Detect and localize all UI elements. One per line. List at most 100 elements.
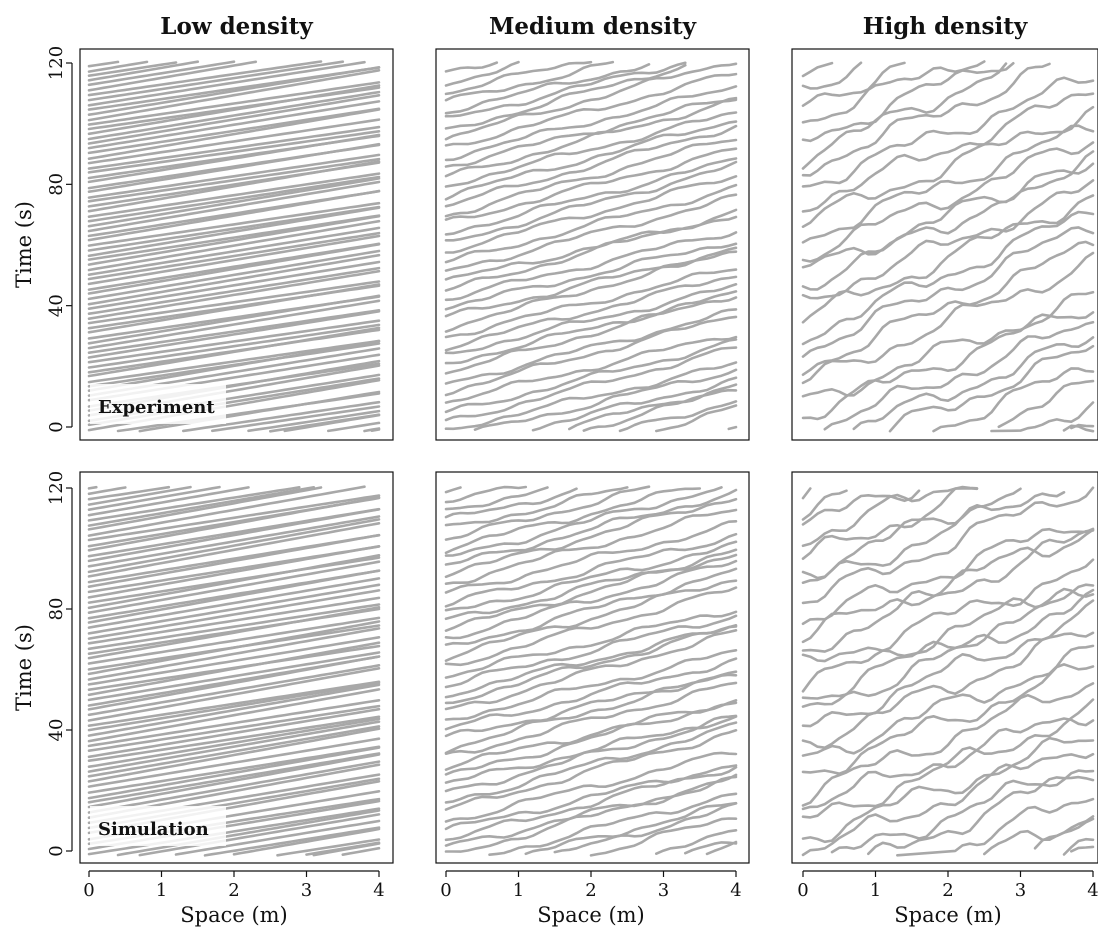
- trajectory: [801, 489, 848, 521]
- trajectory: [473, 368, 738, 431]
- trajectory: [444, 315, 738, 397]
- trajectory: [444, 338, 738, 414]
- trajectory: [87, 753, 381, 809]
- trajectory: [87, 522, 381, 578]
- trajectory: [801, 528, 1095, 644]
- trajectory: [444, 157, 738, 236]
- trajectory: [444, 175, 738, 254]
- trajectories: [444, 60, 738, 433]
- y-axis: 0 40 80 120 Time (s): [12, 46, 73, 433]
- trajectory: [87, 339, 381, 384]
- trajectory: [87, 486, 316, 527]
- trajectory: [87, 94, 381, 145]
- trajectory: [852, 336, 1095, 431]
- trajectory: [531, 376, 738, 432]
- trajectory: [801, 251, 1095, 385]
- trajectory: [444, 629, 738, 711]
- trajectory: [932, 367, 1095, 433]
- trajectory: [444, 63, 651, 115]
- trajectory: [801, 558, 1095, 663]
- trajectory: [801, 62, 1008, 170]
- trajectory: [444, 699, 738, 776]
- trajectory: [87, 100, 381, 150]
- trajectory: [87, 60, 149, 73]
- trajectory: [87, 496, 381, 548]
- trajectory: [87, 280, 381, 325]
- trajectory: [444, 486, 629, 527]
- trajectory: [444, 670, 738, 738]
- trajectory: [87, 310, 381, 359]
- trajectory: [87, 249, 381, 301]
- trajectory: [87, 143, 381, 190]
- trajectory: [87, 60, 323, 97]
- trajectory: [444, 701, 738, 771]
- trajectory: [87, 323, 381, 369]
- y-tick-label: 120: [46, 471, 67, 505]
- trajectory: [247, 409, 381, 433]
- panel-r2-c1: Simulation 0 40 80 120 Time (s) 0 1 2 3 4 Space (m): [12, 471, 394, 927]
- trajectory: [801, 487, 812, 500]
- panel-r1-c2: [435, 48, 750, 441]
- trajectory: [896, 797, 1095, 857]
- trajectory: [87, 60, 366, 107]
- panel-frame: [791, 48, 1098, 441]
- x-tick-label: 0: [83, 880, 94, 901]
- trajectory: [87, 86, 381, 131]
- x-tick-label: 1: [870, 880, 881, 901]
- trajectory: [444, 215, 738, 281]
- trajectory: [87, 486, 323, 531]
- trajectory: [87, 180, 381, 233]
- trajectory: [211, 405, 381, 433]
- trajectory: [444, 487, 702, 555]
- trajectory: [444, 625, 738, 699]
- trajectory: [444, 614, 738, 689]
- trajectory: [174, 819, 381, 856]
- trajectory: [589, 817, 738, 857]
- x-tick-label: 2: [585, 880, 596, 901]
- trajectory: [276, 838, 381, 857]
- trajectory: [444, 72, 738, 147]
- trajectory: [727, 425, 738, 431]
- trajectory: [87, 284, 381, 330]
- x-tick-label: 2: [942, 880, 953, 901]
- panel-r2-c2: 0 1 2 3 4 Space (m): [435, 471, 750, 927]
- column-title-1: Low density: [160, 13, 313, 40]
- panel-label-background: [90, 384, 226, 424]
- x-tick-label: 2: [228, 880, 239, 901]
- panel-r1-c1: Experiment 0 40 80 120 Time (s): [12, 46, 394, 441]
- trajectory: [444, 548, 738, 621]
- trajectory: [305, 841, 381, 856]
- panel-label: Experiment: [98, 397, 215, 418]
- trajectory: [87, 720, 381, 773]
- trajectory: [87, 518, 381, 574]
- trajectory: [87, 683, 381, 737]
- x-axis: 0 1 2 3 4 Space (m): [440, 870, 742, 927]
- trajectory: [801, 210, 1095, 346]
- trajectory: [801, 162, 1095, 291]
- trajectories: [444, 485, 738, 857]
- trajectory: [327, 421, 381, 433]
- trajectory: [801, 644, 1095, 757]
- trajectory: [997, 379, 1095, 429]
- trajectory: [87, 108, 381, 160]
- trajectory: [87, 125, 381, 170]
- trajectory: [444, 98, 738, 168]
- trajectory: [444, 485, 528, 504]
- y-tick-label: 80: [46, 598, 67, 621]
- trajectory: [444, 290, 738, 365]
- trajectory: [444, 486, 723, 557]
- panel-r2-c3: 0 1 2 3 4 Space (m): [791, 471, 1098, 927]
- trajectory: [801, 179, 1095, 300]
- trajectory: [341, 846, 381, 856]
- trajectory: [444, 296, 738, 375]
- x-tick-label: 0: [440, 880, 451, 901]
- y-tick-label: 40: [46, 719, 67, 742]
- trajectory: [444, 553, 738, 632]
- trajectory: [801, 583, 1095, 693]
- trajectory: [444, 246, 738, 318]
- trajectory: [801, 61, 834, 78]
- trajectory: [87, 130, 381, 174]
- y-tick-label: 0: [46, 421, 67, 432]
- trajectory: [444, 231, 738, 302]
